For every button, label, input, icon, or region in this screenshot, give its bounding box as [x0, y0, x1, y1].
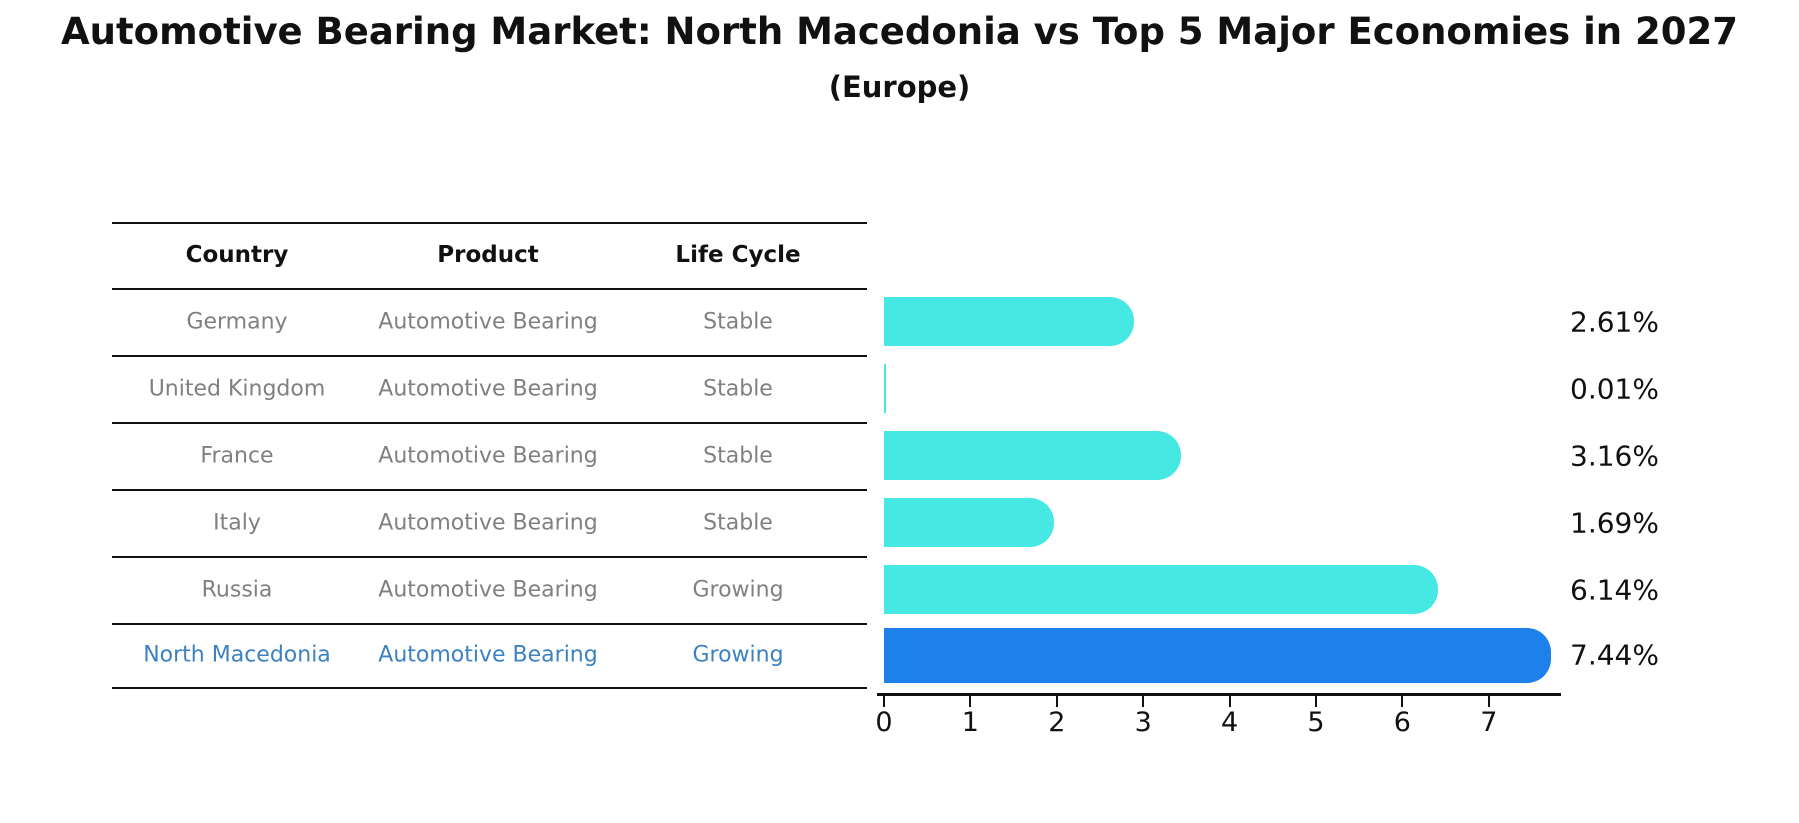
bar-value-label: 0.01% — [1570, 372, 1659, 405]
bar-russia — [884, 565, 1438, 614]
table-rule — [112, 687, 867, 689]
x-tick — [1401, 696, 1404, 707]
table-rule — [112, 222, 867, 224]
table-cell: Russia — [201, 577, 273, 602]
table-header-country: Country — [185, 242, 289, 268]
table-cell: Stable — [703, 443, 773, 468]
table-cell: Automotive Bearing — [378, 510, 598, 535]
table-cell: North Macedonia — [143, 642, 331, 668]
x-tick — [883, 696, 885, 707]
table-cell: Automotive Bearing — [378, 642, 598, 668]
table-header-life-cycle: Life Cycle — [675, 242, 801, 268]
x-tick-label: 7 — [1480, 707, 1498, 738]
x-tick-label: 5 — [1307, 707, 1325, 738]
x-tick — [1142, 696, 1145, 707]
x-tick-label: 4 — [1221, 707, 1239, 738]
table-cell: Stable — [703, 376, 773, 401]
bar-france — [884, 431, 1181, 480]
table-rule — [112, 355, 867, 357]
x-tick-label: 2 — [1048, 707, 1066, 738]
table-cell: Automotive Bearing — [378, 577, 598, 602]
x-tick-label: 0 — [875, 707, 893, 738]
table-cell: Automotive Bearing — [378, 443, 598, 468]
table-rule — [112, 623, 867, 625]
table-cell: Germany — [186, 309, 288, 334]
table-cell: Automotive Bearing — [378, 309, 598, 334]
table-cell: Stable — [703, 510, 773, 535]
x-tick — [1487, 696, 1490, 707]
x-axis-line — [877, 693, 1561, 696]
bar-italy — [884, 498, 1054, 547]
bar-value-label: 3.16% — [1570, 439, 1659, 472]
chart-subtitle: (Europe) — [828, 70, 971, 104]
table-cell: Automotive Bearing — [378, 376, 598, 401]
chart-title: Automotive Bearing Market: North Macedon… — [61, 10, 1738, 53]
table-cell: United Kingdom — [148, 376, 326, 401]
table-cell: Stable — [703, 309, 773, 334]
table-cell: Growing — [692, 642, 784, 668]
x-tick-label: 3 — [1134, 707, 1152, 738]
x-tick — [1315, 696, 1317, 707]
bar-value-label: 2.61% — [1570, 305, 1659, 338]
bar-value-label: 1.69% — [1570, 506, 1659, 539]
bar-north-macedonia — [884, 628, 1551, 683]
x-tick — [1055, 696, 1058, 707]
bar-germany — [884, 297, 1134, 346]
table-cell: Growing — [692, 577, 784, 602]
x-tick — [969, 696, 972, 707]
bar-united-kingdom — [884, 364, 886, 413]
x-tick-label: 1 — [961, 707, 979, 738]
table-rule — [112, 288, 867, 290]
bar-value-label: 7.44% — [1570, 638, 1659, 672]
table-header-product: Product — [437, 242, 539, 268]
x-tick-label: 6 — [1393, 707, 1411, 738]
x-tick — [1228, 696, 1231, 707]
table-rule — [112, 422, 867, 424]
table-rule — [112, 556, 867, 558]
table-cell: Italy — [213, 510, 261, 535]
bar-value-label: 6.14% — [1570, 573, 1659, 606]
table-rule — [112, 489, 867, 491]
table-cell: France — [200, 443, 274, 468]
